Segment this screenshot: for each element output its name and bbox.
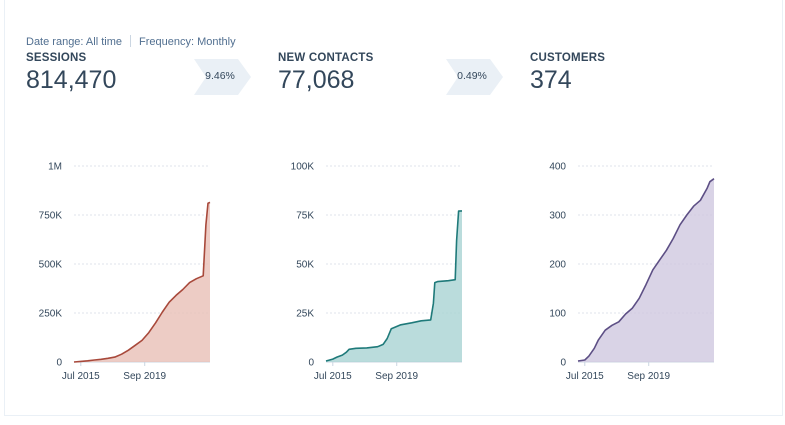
y-tick-label: 250K xyxy=(39,309,63,320)
x-tick-label: Sep 2019 xyxy=(375,371,418,382)
arrow-chevron-icon xyxy=(194,59,251,95)
kpi-value: 374 xyxy=(530,66,572,94)
y-tick-label: 0 xyxy=(56,358,62,369)
y-tick-label: 200 xyxy=(549,260,566,271)
kpi-value: 77,068 xyxy=(278,66,355,94)
kpi-new-contacts: NEW CONTACTS 77,068 xyxy=(278,52,373,95)
y-tick-label: 75K xyxy=(296,211,314,222)
y-tick-label: 100 xyxy=(549,309,566,320)
kpi-sessions: SESSIONS 814,470 xyxy=(26,52,116,95)
y-tick-label: 25K xyxy=(296,309,314,320)
x-tick-label: Jul 2015 xyxy=(314,371,352,382)
customers-chart: 0 100 200 300 400 Jul 2015 Sep 2019 xyxy=(549,162,715,382)
filter-divider xyxy=(130,35,131,47)
conversion-rate-arrow: 9.46% xyxy=(194,59,252,95)
arrow-chevron-icon xyxy=(446,59,503,95)
y-tick-label: 400 xyxy=(549,162,566,173)
x-tick-label: Sep 2019 xyxy=(627,371,670,382)
series-line[interactable] xyxy=(73,201,211,363)
x-tick-label: Jul 2015 xyxy=(566,371,604,382)
y-tick-label: 0 xyxy=(308,358,314,369)
y-tick-label: 0 xyxy=(560,358,566,369)
y-tick-label: 100K xyxy=(291,162,315,173)
frequency-filter[interactable]: Frequency: Monthly xyxy=(139,36,236,48)
series-area xyxy=(74,202,210,362)
y-tick-label: 1M xyxy=(48,162,62,173)
series-line[interactable] xyxy=(325,210,463,362)
sessions-chart: 0 250K 500K 750K 1M Jul 2015 Sep 2019 xyxy=(39,162,211,382)
x-tick-label: Jul 2015 xyxy=(62,371,100,382)
y-tick-label: 750K xyxy=(39,211,63,222)
kpi-label: NEW CONTACTS xyxy=(278,52,374,64)
dashboard-card xyxy=(4,0,783,416)
series-area xyxy=(326,210,462,362)
date-range-filter[interactable]: Date range: All time xyxy=(26,36,122,48)
kpi-value: 814,470 xyxy=(26,66,117,94)
y-tick-label: 50K xyxy=(296,260,314,271)
kpi-customers: CUSTOMERS 374 xyxy=(530,52,605,95)
report-filters: Date range: All time Frequency: Monthly xyxy=(26,35,236,48)
x-tick-label: Sep 2019 xyxy=(123,371,166,382)
conversion-rate: 9.46% xyxy=(205,70,235,82)
new-contacts-chart: 0 25K 50K 75K 100K Jul 2015 Sep 2019 xyxy=(291,162,463,382)
conversion-rate-arrow: 0.49% xyxy=(446,59,504,95)
kpi-label: CUSTOMERS xyxy=(530,52,606,64)
kpi-label: SESSIONS xyxy=(26,52,87,64)
conversion-rate: 0.49% xyxy=(457,70,487,82)
series-line[interactable] xyxy=(577,178,715,362)
series-area xyxy=(578,178,714,362)
y-tick-label: 300 xyxy=(549,211,566,222)
y-tick-label: 500K xyxy=(39,260,63,271)
